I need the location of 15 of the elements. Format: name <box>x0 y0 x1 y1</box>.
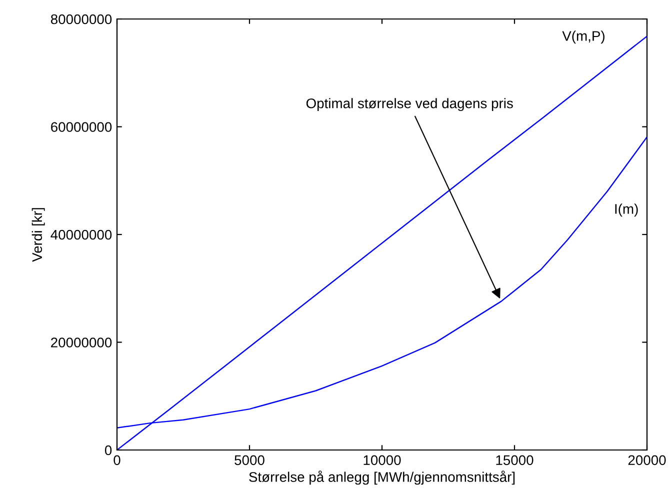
y-tick-label: 0 <box>104 445 112 456</box>
y-tick-label: 40000000 <box>50 230 112 240</box>
y-axis-title: Verdi [kr] <box>32 208 45 262</box>
x-tick-label: 15000 <box>496 455 534 466</box>
x-tick-label: 10000 <box>364 455 401 466</box>
y-tick-label: 60000000 <box>51 122 112 132</box>
x-tick-label: 20000 <box>628 455 666 466</box>
x-tick-label: 0 <box>114 455 120 466</box>
y-tick-label: 80000000 <box>50 14 112 24</box>
x-tick-label: 5000 <box>234 455 264 466</box>
series-label: I(m) <box>615 204 638 217</box>
x-axis-title: Størrelse på anlegg [MWh/gjennomsnittsår] <box>249 470 515 485</box>
annotation: Optimal størrelse ved dagens pris <box>306 98 513 112</box>
series-label: V(m,P) <box>562 30 604 44</box>
y-tick-label: 20000000 <box>51 338 112 348</box>
